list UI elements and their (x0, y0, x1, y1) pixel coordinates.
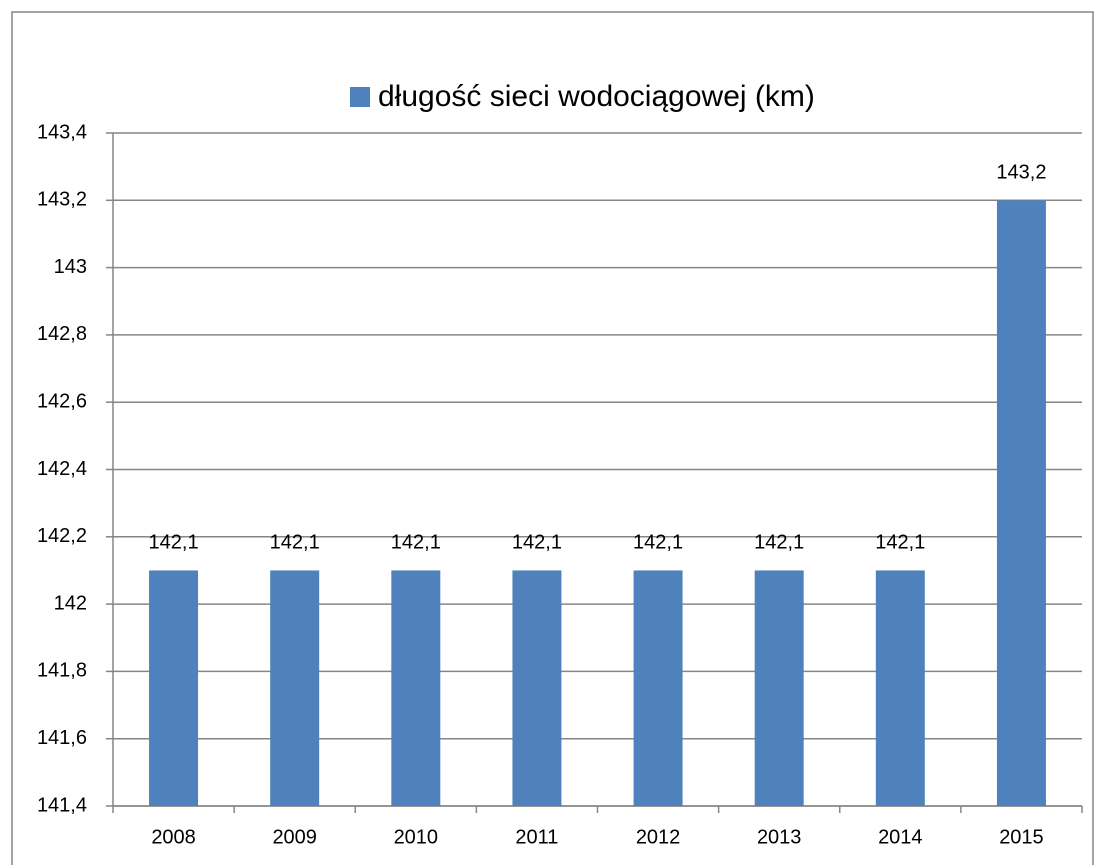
bar (754, 570, 804, 806)
chart-frame (11, 11, 1094, 865)
y-tick-label: 142,2 (37, 525, 87, 547)
bar (391, 570, 441, 806)
bar (512, 570, 562, 806)
y-tick-label: 143,4 (37, 121, 87, 143)
x-tick-label: 2012 (636, 826, 681, 848)
data-label: 142,1 (512, 532, 562, 554)
y-tick-label: 142,8 (37, 323, 87, 345)
data-label: 142,1 (270, 532, 320, 554)
y-tick-label: 142,6 (37, 390, 87, 412)
data-label: 142,1 (875, 532, 925, 554)
bar (633, 570, 683, 806)
x-tick-label: 2015 (999, 826, 1044, 848)
y-tick-label: 141,4 (37, 794, 87, 816)
x-tick-label: 2010 (394, 826, 439, 848)
y-tick-label: 143,2 (37, 189, 87, 211)
x-tick-label: 2009 (272, 826, 317, 848)
y-tick-label: 141,8 (37, 660, 87, 682)
x-tick-label: 2014 (878, 826, 923, 848)
data-label: 142,1 (149, 532, 199, 554)
bar (996, 200, 1046, 807)
data-label: 143,2 (996, 162, 1046, 184)
x-tick-label: 2008 (151, 826, 196, 848)
bar (875, 570, 925, 806)
legend-text: długość sieci wodociągowej (km) (378, 80, 815, 113)
y-tick-label: 142 (54, 592, 87, 614)
data-label: 142,1 (754, 532, 804, 554)
y-tick-label: 142,4 (37, 458, 87, 480)
data-label: 142,1 (633, 532, 683, 554)
y-tick-label: 143 (54, 256, 87, 278)
legend-swatch (350, 87, 370, 107)
x-tick-label: 2011 (515, 826, 558, 848)
y-tick-label: 141,6 (37, 727, 87, 749)
data-label: 142,1 (391, 532, 441, 554)
bar (270, 570, 320, 806)
x-tick-label: 2013 (757, 826, 802, 848)
bar (149, 570, 199, 806)
